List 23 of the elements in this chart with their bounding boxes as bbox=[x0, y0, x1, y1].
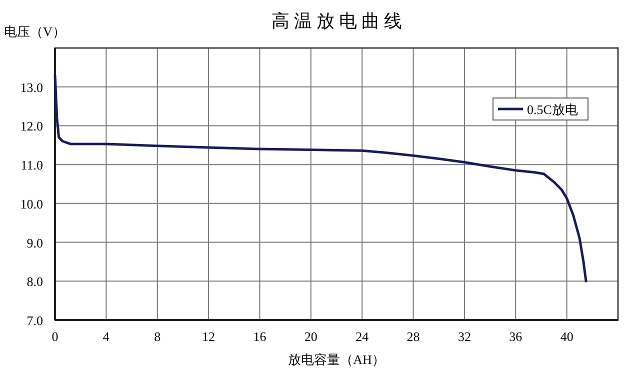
y-tick-label: 8.0 bbox=[26, 274, 43, 290]
x-tick-label: 24 bbox=[356, 329, 370, 344]
x-tick-label: 36 bbox=[509, 329, 523, 344]
x-tick-label: 4 bbox=[102, 329, 110, 344]
x-tick-label: 16 bbox=[253, 329, 267, 344]
x-tick-label: 12 bbox=[202, 329, 216, 344]
legend-label: 0.5C放电 bbox=[527, 102, 578, 117]
x-axis-title: 放电容量（AH） bbox=[288, 352, 385, 367]
y-tick-label: 9.0 bbox=[26, 235, 43, 250]
line-series bbox=[54, 74, 588, 282]
y-tick-label: 10.0 bbox=[20, 196, 43, 212]
x-tick-label: 0 bbox=[52, 329, 58, 344]
x-tick-label: 28 bbox=[406, 329, 420, 344]
chart-title: 高 温 放 电 曲 线 bbox=[271, 11, 402, 31]
y-tick-label: 11.0 bbox=[20, 158, 43, 173]
x-tick-label: 32 bbox=[458, 329, 471, 344]
x-tick-label: 20 bbox=[304, 329, 318, 344]
y-tick-label: 12.0 bbox=[20, 118, 43, 134]
x-tick-label: 8 bbox=[154, 329, 161, 344]
x-tick-label: 40 bbox=[560, 329, 574, 344]
y-tick-label: 13.0 bbox=[20, 80, 43, 95]
y-tick-label: 7.0 bbox=[26, 313, 43, 328]
y-axis-title: 电压（V） bbox=[4, 24, 66, 39]
